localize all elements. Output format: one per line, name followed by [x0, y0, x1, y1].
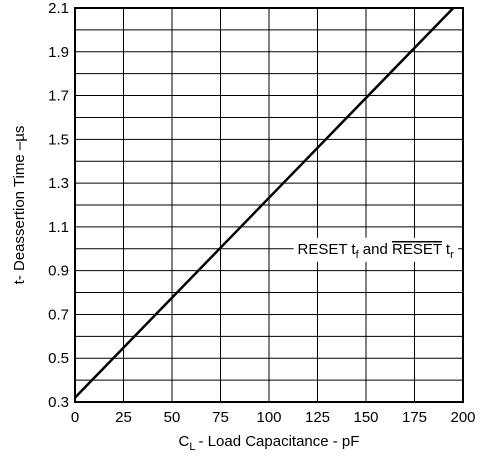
- annotation-and: and: [359, 241, 392, 258]
- x-tick-label: 50: [164, 409, 181, 426]
- x-axis-label-main: C: [179, 433, 190, 450]
- x-tick-label: 150: [353, 409, 378, 426]
- x-axis-label-rest: - Load Capacitance - pF: [199, 433, 360, 450]
- annotation-sub-f: f: [356, 249, 360, 261]
- x-tick-label: 125: [305, 409, 330, 426]
- y-tick-label: 1.3: [48, 175, 69, 192]
- curve-annotation: RESET tf and RESET tr: [298, 241, 455, 261]
- y-tick-label: 0.9: [48, 263, 69, 280]
- x-tick-label: 75: [212, 409, 229, 426]
- x-axis-label-sub: L: [189, 441, 195, 453]
- y-tick-label: 0.7: [48, 306, 69, 323]
- y-tick-label: 0.3: [48, 394, 69, 411]
- y-tick-label: 1.9: [48, 44, 69, 61]
- annotation-reset-bar: RESET: [392, 241, 442, 258]
- x-axis-label: CL - Load Capacitance - pF: [179, 433, 360, 453]
- x-tick-label: 200: [450, 409, 475, 426]
- y-tick-labels: 0.3 0.5 0.7 0.9 1.1 1.3 1.5 1.7 1.9 2.1: [48, 0, 69, 411]
- y-tick-label: 0.5: [48, 350, 69, 367]
- x-tick-labels: 0 25 50 75 100 125 150 175 200: [71, 409, 476, 426]
- x-tick-label: 175: [402, 409, 427, 426]
- series-line: [74, 7, 455, 399]
- y-tick-label: 1.7: [48, 88, 69, 105]
- x-tick-label: 25: [115, 409, 132, 426]
- y-tick-label: 2.1: [48, 0, 69, 17]
- y-axis-label: t- Deassertion Time –µs: [11, 126, 28, 285]
- annotation-t: t: [442, 241, 451, 258]
- grid: [74, 7, 464, 403]
- x-tick-label: 100: [256, 409, 281, 426]
- annotation-sub-r: r: [450, 249, 454, 261]
- x-tick-label: 0: [71, 409, 79, 426]
- y-tick-label: 1.5: [48, 131, 69, 148]
- series-group: [74, 7, 455, 399]
- y-tick-label: 1.1: [48, 219, 69, 236]
- annotation-reset: RESET t: [298, 241, 357, 258]
- plot-frame: [74, 7, 464, 403]
